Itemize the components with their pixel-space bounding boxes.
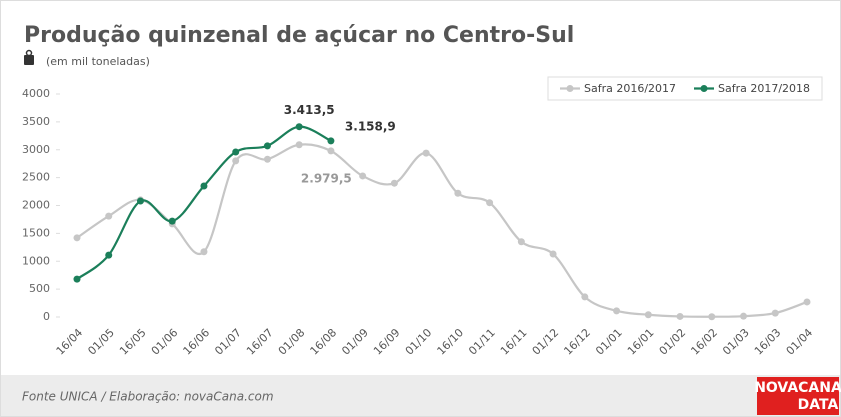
y-tick-label: 500	[29, 282, 50, 295]
source: Fonte UNICA / Elaboração: novaCana.com	[22, 390, 274, 404]
y-tick-label: 0	[43, 310, 50, 323]
data-label: 3.158,9	[345, 119, 396, 133]
legend: Safra 2016/2017 Safra 2017/2018	[547, 76, 823, 101]
brand-box	[757, 377, 839, 415]
data-point	[390, 179, 398, 187]
data-point	[327, 147, 335, 155]
data-point	[200, 182, 208, 190]
y-tick-label: 2500	[22, 171, 50, 184]
legend-box	[547, 76, 823, 101]
data-point	[232, 148, 240, 156]
data-label: 3.413,5	[284, 103, 335, 117]
data-point	[136, 197, 144, 205]
data-point	[263, 155, 271, 163]
y-tick-label: 4000	[22, 87, 50, 100]
chart-subtitle: (em mil toneladas)	[46, 55, 150, 68]
data-point	[263, 142, 271, 150]
legend-label: Safra 2017/2018	[718, 82, 810, 95]
weight-icon	[24, 49, 34, 65]
data-point	[232, 157, 240, 165]
y-tick-label: 3000	[22, 143, 50, 156]
data-point	[105, 212, 113, 220]
legend-label: Safra 2016/2017	[584, 82, 676, 95]
data-point	[422, 149, 430, 157]
data-point	[454, 189, 462, 197]
data-point	[73, 234, 81, 242]
data-point	[73, 275, 81, 283]
data-point	[327, 137, 335, 145]
y-tick-label: 1500	[22, 226, 50, 239]
data-point	[613, 307, 621, 315]
brand: DATA	[798, 397, 839, 413]
data-point	[644, 311, 652, 319]
data-point	[771, 309, 779, 317]
data-point	[517, 238, 525, 246]
data-point	[803, 298, 811, 306]
chart-title: Produção quinzenal de açúcar no Centro-S…	[24, 23, 574, 48]
data-point	[105, 251, 113, 259]
data-point	[708, 313, 716, 321]
data-point	[549, 250, 557, 258]
data-point	[486, 199, 494, 207]
data-point	[200, 248, 208, 256]
data-point	[740, 312, 748, 320]
data-label: 2.979,5	[301, 171, 352, 185]
legend-swatch	[566, 85, 574, 92]
legend-swatch	[700, 85, 708, 92]
data-point	[581, 293, 589, 301]
data-point	[676, 312, 684, 320]
data-point	[168, 217, 176, 225]
y-tick-label: 2000	[22, 199, 50, 212]
brand: NOVACANA	[754, 380, 841, 396]
data-point	[295, 141, 303, 149]
data-point	[295, 123, 303, 131]
footer-bar	[1, 375, 840, 416]
y-tick-label: 1000	[22, 254, 50, 267]
data-point	[359, 172, 367, 180]
y-tick-label: 3500	[22, 115, 50, 128]
